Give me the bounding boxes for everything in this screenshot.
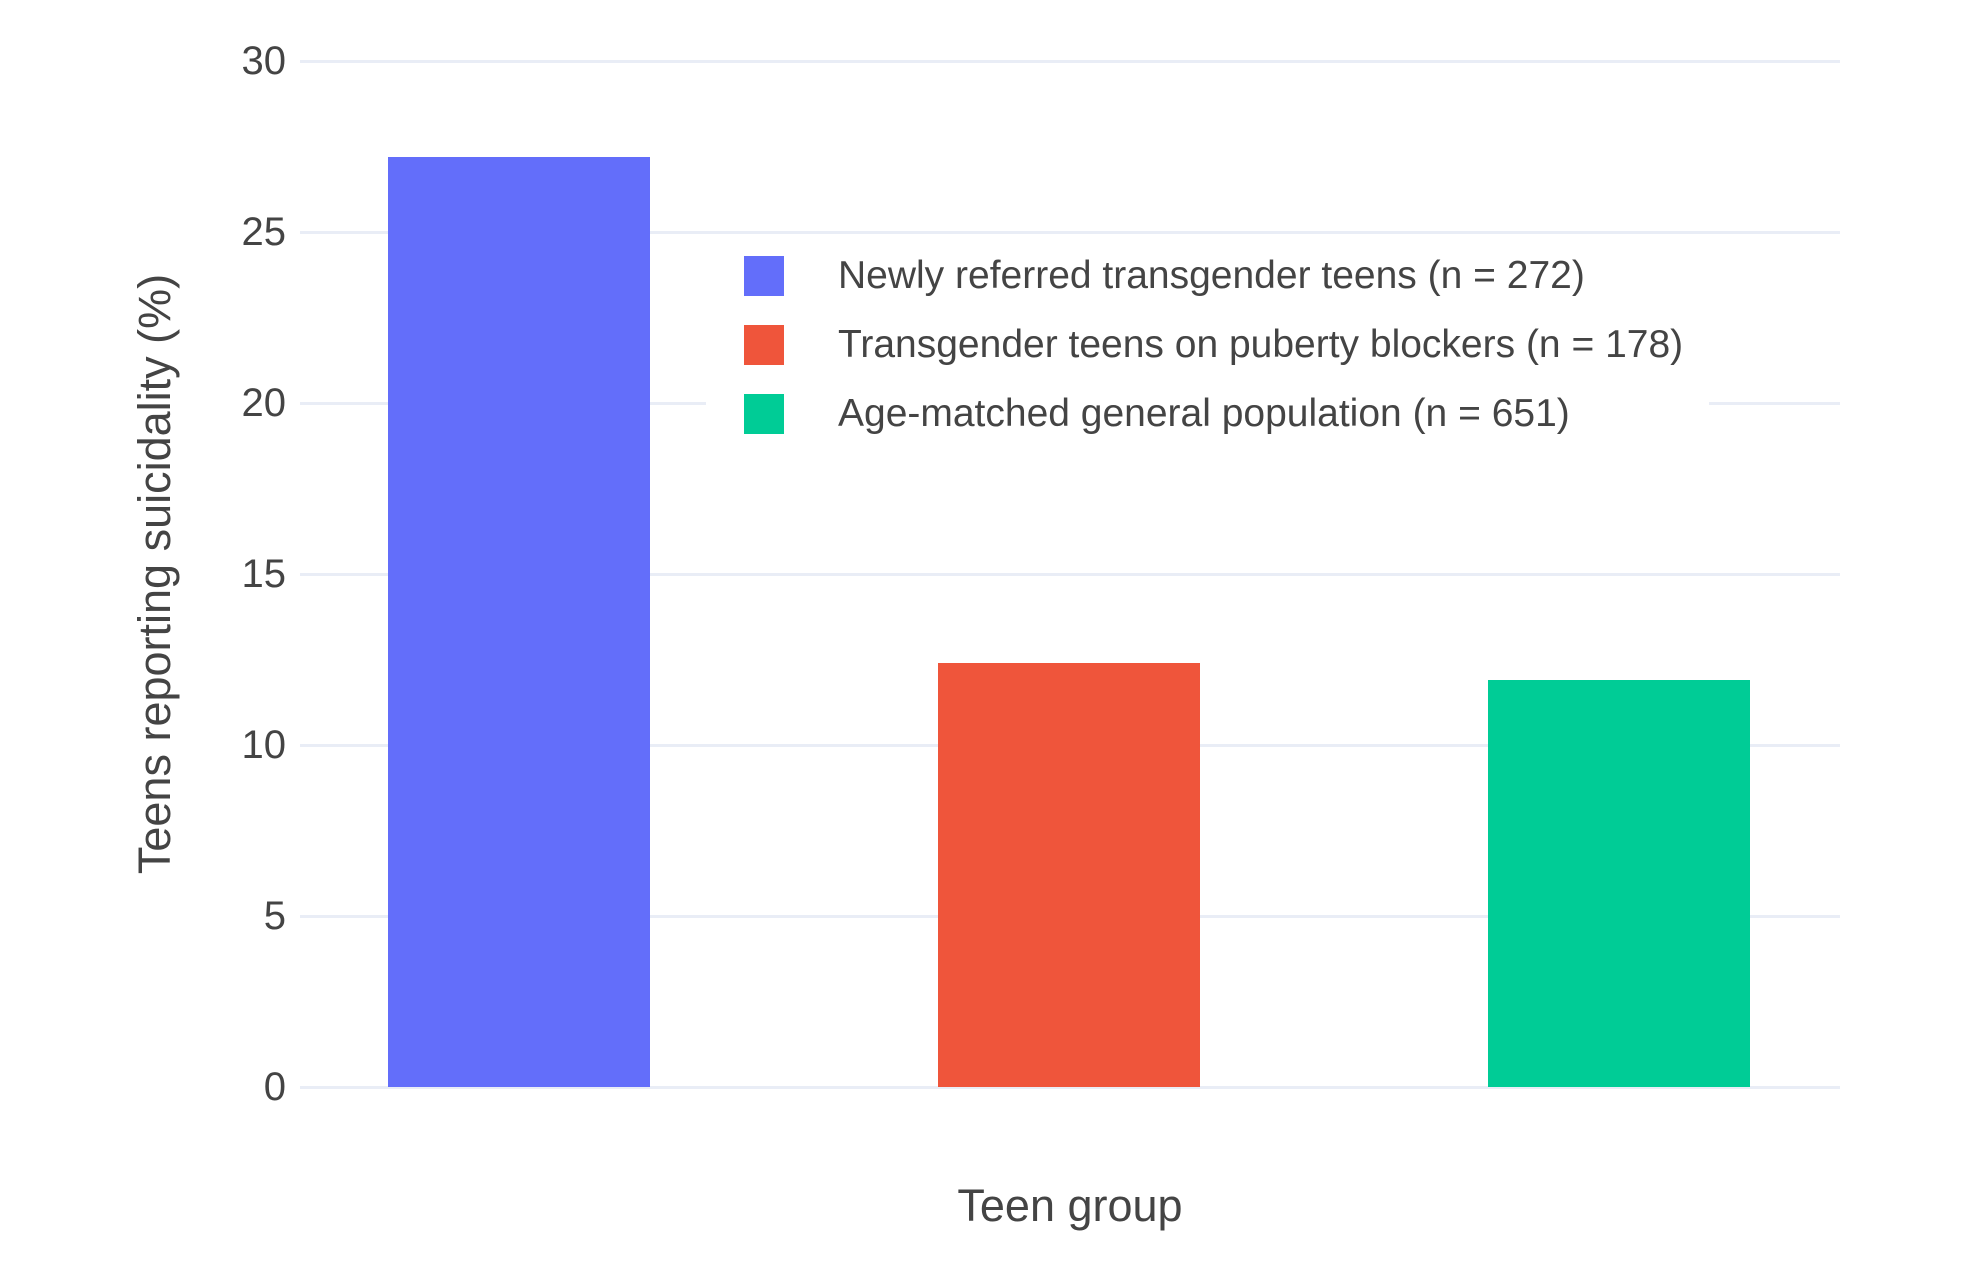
plot-area: 0 5 10 15 20 25 30 [242, 41, 1840, 1107]
y-tick-label-25: 25 [241, 210, 287, 254]
bar-1[interactable] [388, 156, 651, 1087]
legend-label: Age-matched general population (n = 651) [838, 391, 1570, 435]
y-tick-label-0: 0 [263, 1065, 286, 1109]
y-tick-label-15: 15 [241, 552, 287, 596]
x-axis-title: Teen group [957, 1180, 1183, 1231]
legend-swatch-icon [744, 325, 784, 366]
legend-item-1[interactable]: Newly referred transgender teens (n = 27… [744, 254, 1683, 299]
gridline-y-15 [300, 572, 1840, 576]
legend: Newly referred transgender teens (n = 27… [706, 238, 1710, 453]
gridline-y-30 [300, 59, 1840, 63]
bar-3[interactable] [1487, 680, 1750, 1087]
legend-item-3[interactable]: Age-matched general population (n = 651) [744, 392, 1683, 437]
legend-swatch-icon [744, 394, 784, 435]
legend-swatch-icon [744, 256, 784, 297]
legend-item-2[interactable]: Transgender teens on puberty blockers (n… [744, 323, 1683, 368]
y-tick-label-30: 30 [241, 39, 287, 83]
gridline-y-25 [300, 230, 1840, 234]
gridline-y-0 [300, 1085, 1840, 1089]
y-tick-label-10: 10 [241, 723, 287, 767]
y-tick-label-20: 20 [241, 381, 287, 425]
y-axis-title: Teens reporting suicidality (%) [129, 273, 180, 875]
bar-2[interactable] [938, 662, 1201, 1087]
y-tick-label-5: 5 [263, 894, 286, 938]
legend-label: Newly referred transgender teens (n = 27… [838, 254, 1585, 297]
legend-label: Transgender teens on puberty blockers (n… [838, 322, 1684, 366]
